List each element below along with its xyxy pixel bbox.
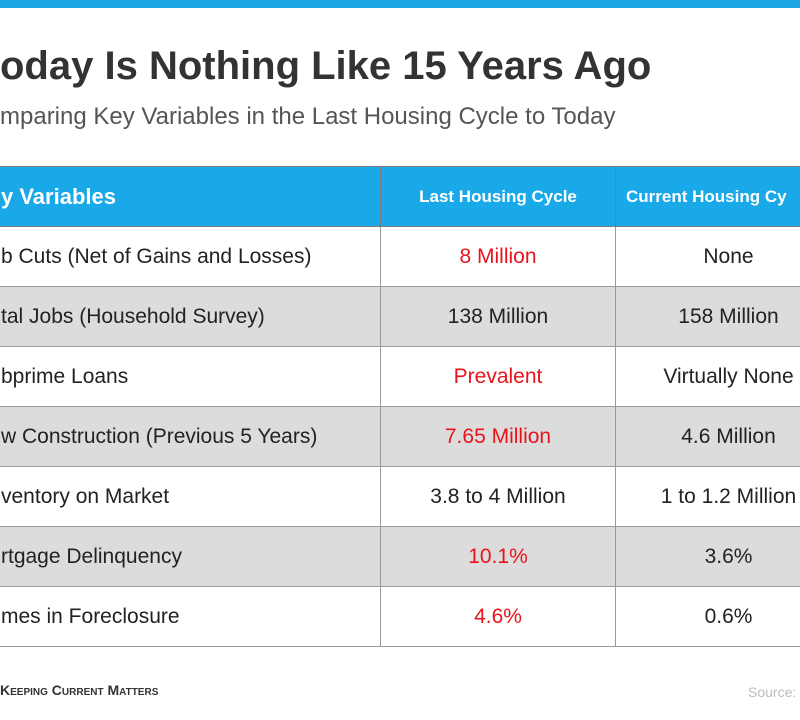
column-header: Last Housing Cycle [380,166,616,227]
table-cell: 3.8 to 4 Million [380,466,616,527]
table-row: bprime Loans Prevalent Virtually None [0,346,800,407]
table-cell: mes in Foreclosure [0,586,381,647]
brand: Keeping Current Matters [0,682,159,698]
table-row: b Cuts (Net of Gains and Losses) 8 Millio… [0,226,800,287]
table-row: ventory on Market 3.8 to 4 Million 1 to 1.… [0,466,800,527]
table-row: tal Jobs (Household Survey) 138 Million 15… [0,286,800,347]
table-cell: bprime Loans [0,346,381,407]
table-row: mes in Foreclosure 4.6% 0.6% [0,586,800,647]
title: oday Is Nothing Like 15 Years Ago [0,44,652,88]
table-row: rtgage Delinquency 10.1% 3.6% [0,526,800,587]
table-cell: w Construction (Previous 5 Years) [0,406,381,467]
header-row: y Variables Last Housing Cycle Current Hou… [0,166,800,227]
table-cell: 8 Million [380,226,616,287]
table-cell: Virtually None [615,346,800,407]
table-row: w Construction (Previous 5 Years) 7.65 Mi… [0,406,800,467]
table-cell: 4.6 Million [615,406,800,467]
table: y Variables Last Housing Cycle Current Hou… [0,166,800,647]
table-cell: Prevalent [380,346,616,407]
table-cell: rtgage Delinquency [0,526,381,587]
table-cell: 158 Million [615,286,800,347]
column-header: y Variables [0,166,381,227]
table-cell: 3.6% [615,526,800,587]
source: Source: [748,684,797,700]
table-cell: 7.65 Million [380,406,616,467]
table-cell: 0.6% [615,586,800,647]
subtitle: mparing Key Variables in the Last Housin… [0,103,616,130]
table-cell: ventory on Market [0,466,381,527]
top-bar [0,0,800,8]
table-cell: 10.1% [380,526,616,587]
table-cell: 4.6% [380,586,616,647]
table-cell: 138 Million [380,286,616,347]
table-cell: None [615,226,800,287]
table-cell: b Cuts (Net of Gains and Losses) [0,226,381,287]
table-cell: tal Jobs (Household Survey) [0,286,381,347]
table-cell: 1 to 1.2 Million [615,466,800,527]
column-header: Current Housing Cy [615,166,800,227]
